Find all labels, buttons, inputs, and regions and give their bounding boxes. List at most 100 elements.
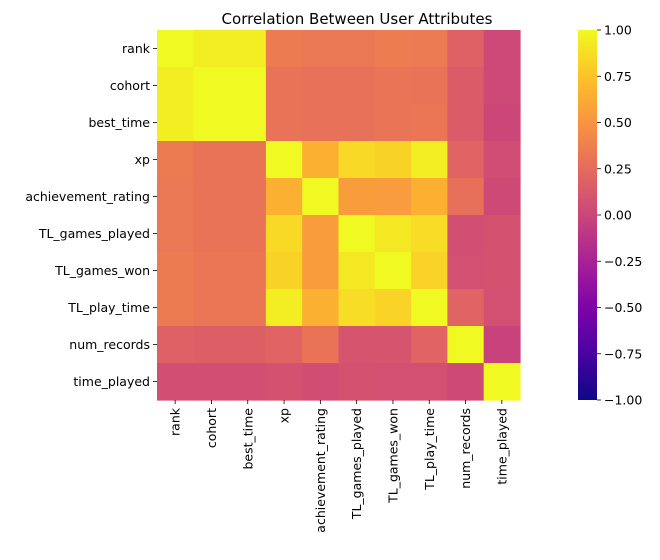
heatmap-cell-2-4	[302, 104, 340, 142]
row-label: xp	[135, 152, 150, 167]
heatmap-cell-7-3	[265, 289, 303, 327]
heatmap-cell-4-7	[411, 178, 448, 216]
heatmap-cell-7-8	[447, 289, 485, 327]
heatmap-cell-6-9	[483, 252, 521, 290]
heatmap-cell-7-4	[302, 289, 340, 327]
heatmap-cell-9-5	[338, 363, 376, 401]
heatmap-cell-5-0	[157, 215, 194, 253]
row-label: cohort	[110, 78, 150, 93]
column-label: TL_play_time	[422, 408, 437, 491]
heatmap-cell-6-5	[338, 252, 376, 290]
colorbar-tick-label: −1.00	[604, 393, 642, 408]
heatmap-cell-5-4	[302, 215, 340, 253]
heatmap-cell-9-6	[374, 363, 412, 401]
colorbar-tick-label: 0.50	[604, 115, 632, 130]
heatmap-cell-0-9	[483, 30, 521, 68]
heatmap-cell-6-7	[411, 252, 448, 290]
heatmap-cell-6-1	[193, 252, 231, 290]
heatmap-cell-6-4	[302, 252, 340, 290]
heatmap-cell-9-3	[265, 363, 303, 401]
row-label: TL_games_played	[38, 226, 150, 241]
column-label: xp	[277, 408, 292, 423]
heatmap-cell-6-6	[374, 252, 412, 290]
heatmap-cell-4-4	[302, 178, 340, 216]
heatmap-cell-7-2	[229, 289, 267, 327]
heatmap-cell-4-8	[447, 178, 485, 216]
row-label: achievement_rating	[25, 189, 150, 204]
heatmap-cell-8-1	[193, 326, 231, 364]
chart-title: Correlation Between User Attributes	[222, 10, 493, 28]
heatmap-cell-2-0	[157, 104, 194, 142]
heatmap-cell-9-4	[302, 363, 340, 401]
heatmap-cell-2-2	[229, 104, 267, 142]
heatmap-cell-1-4	[302, 67, 340, 105]
heatmap-cell-8-6	[374, 326, 412, 364]
heatmap-cell-7-0	[157, 289, 194, 327]
heatmap-cell-4-3	[265, 178, 303, 216]
column-label: num_records	[458, 408, 473, 489]
heatmap-cell-4-5	[338, 178, 376, 216]
row-label: TL_games_won	[54, 263, 150, 278]
heatmap-cell-2-8	[447, 104, 485, 142]
column-label: rank	[168, 407, 183, 436]
column-label: TL_games_won	[385, 408, 400, 504]
heatmap-cell-0-2	[229, 30, 267, 68]
heatmap-cell-4-9	[483, 178, 521, 216]
heatmap-cell-3-7	[411, 141, 448, 179]
column-label: TL_games_played	[349, 408, 364, 520]
column-label: best_time	[240, 408, 255, 470]
row-label: rank	[122, 41, 151, 56]
heatmap-cell-1-3	[265, 67, 303, 105]
heatmap-cell-3-3	[265, 141, 303, 179]
heatmap-cell-5-6	[374, 215, 412, 253]
heatmap-cell-0-4	[302, 30, 340, 68]
heatmap-cell-0-8	[447, 30, 485, 68]
heatmap-cell-0-3	[265, 30, 303, 68]
heatmap-cell-2-5	[338, 104, 376, 142]
heatmap-cell-8-3	[265, 326, 303, 364]
heatmap-cell-3-1	[193, 141, 231, 179]
heatmap-cell-7-7	[411, 289, 448, 327]
heatmap-cell-7-6	[374, 289, 412, 327]
heatmap-cell-0-7	[411, 30, 448, 68]
heatmap-cell-1-8	[447, 67, 485, 105]
colorbar-tick-label: −0.50	[604, 300, 642, 315]
heatmap-cell-5-8	[447, 215, 485, 253]
heatmap-cell-9-8	[447, 363, 485, 401]
heatmap-cell-6-2	[229, 252, 267, 290]
heatmap-cell-8-8	[447, 326, 485, 364]
heatmap-cell-8-2	[229, 326, 267, 364]
heatmap-cell-1-7	[411, 67, 448, 105]
heatmap-cell-1-2	[229, 67, 267, 105]
heatmap-cell-2-1	[193, 104, 231, 142]
heatmap-cell-1-5	[338, 67, 376, 105]
column-labels: rank cohort best_time xp achievement_rating T…	[168, 400, 509, 533]
heatmap-cell-5-2	[229, 215, 267, 253]
heatmap-cell-8-0	[157, 326, 194, 364]
heatmap-cell-5-7	[411, 215, 448, 253]
heatmap-cell-3-2	[229, 141, 267, 179]
heatmap-cell-0-0	[157, 30, 194, 68]
heatmap-cell-6-8	[447, 252, 485, 290]
heatmap-cell-3-9	[483, 141, 521, 179]
heatmap-cell-1-0	[157, 67, 194, 105]
colorbar-tick-label: 0.25	[604, 161, 632, 176]
heatmap-cell-9-7	[411, 363, 448, 401]
heatmap-cell-4-0	[157, 178, 194, 216]
colorbar-tick-label: 0.00	[604, 208, 632, 223]
heatmap-cell-9-2	[229, 363, 267, 401]
colorbar-tick-label: 0.75	[604, 69, 632, 84]
heatmap-cell-8-4	[302, 326, 340, 364]
heatmap-cell-4-2	[229, 178, 267, 216]
heatmap-cell-4-1	[193, 178, 231, 216]
heatmap-cell-1-9	[483, 67, 521, 105]
heatmap-cell-6-3	[265, 252, 303, 290]
row-label: time_played	[73, 374, 150, 389]
colorbar	[578, 30, 597, 400]
heatmap-cell-5-9	[483, 215, 521, 253]
heatmap-cell-3-4	[302, 141, 340, 179]
heatmap-cell-9-0	[157, 363, 194, 401]
heatmap-cell-8-5	[338, 326, 376, 364]
